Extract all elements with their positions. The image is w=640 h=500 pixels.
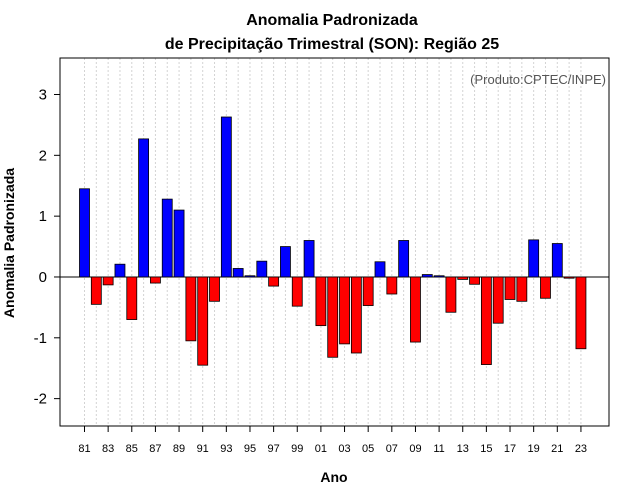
x-tick-label: 15 xyxy=(480,443,492,455)
credit-text: (Produto:CPTEC/INPE) xyxy=(470,72,606,87)
x-tick-label: 13 xyxy=(457,443,469,455)
plot-frame xyxy=(59,57,610,427)
bar-91 xyxy=(197,276,209,366)
x-tick-label: 83 xyxy=(102,443,114,455)
x-tick-label: 11 xyxy=(433,443,444,455)
x-tick-label: 97 xyxy=(267,443,279,455)
bar-86 xyxy=(138,138,150,278)
bar-19 xyxy=(528,239,540,278)
bar-12 xyxy=(445,276,457,313)
bar-97 xyxy=(268,276,280,287)
x-tick-label: 91 xyxy=(197,443,209,455)
x-tick-label: 19 xyxy=(528,443,540,455)
bar-96 xyxy=(256,260,268,278)
bar-98 xyxy=(280,246,291,278)
y-axis: -2 -1 0 1 2 3 xyxy=(34,86,60,408)
x-tick-label: 03 xyxy=(338,443,350,455)
bar-02 xyxy=(327,276,339,358)
bar-84 xyxy=(114,263,126,278)
chart-title-line1: Anomalia Padronizada xyxy=(246,12,418,29)
y-tick-label: 1 xyxy=(39,208,47,225)
bar-95 xyxy=(244,275,256,278)
y-axis-title: Anomalia Padronizada xyxy=(1,168,17,318)
bar-13 xyxy=(457,276,469,280)
bar-07 xyxy=(386,276,398,295)
x-tick-label: 99 xyxy=(291,443,303,455)
y-tick-label: 0 xyxy=(39,269,47,286)
bar-92 xyxy=(209,276,220,302)
bar-87 xyxy=(150,276,161,284)
bar-21 xyxy=(551,243,563,278)
bar-04 xyxy=(350,276,362,354)
bar-23 xyxy=(575,276,587,350)
x-tick-label: 05 xyxy=(362,443,374,455)
bar-18 xyxy=(516,276,528,302)
y-tick-label: 3 xyxy=(39,86,47,103)
bar-08 xyxy=(398,240,410,278)
bar-85 xyxy=(126,276,138,320)
bar-93 xyxy=(220,116,232,278)
x-tick-label: 17 xyxy=(504,443,516,455)
bar-88 xyxy=(161,198,173,278)
x-tick-label: 01 xyxy=(315,443,327,455)
bar-10 xyxy=(421,274,433,278)
y-tick-label: -1 xyxy=(34,330,47,347)
x-tick-label: 95 xyxy=(244,443,256,455)
x-tick-label: 87 xyxy=(149,443,161,455)
bar-01 xyxy=(315,276,327,327)
x-axis: 81 83 85 87 89 91 93 95 97 99 01 03 05 07 09 11 13 15 17 19… xyxy=(78,426,587,455)
bar-83 xyxy=(102,276,114,286)
bar-14 xyxy=(469,276,480,285)
x-axis-title: Ano xyxy=(320,469,347,485)
bar-15 xyxy=(480,276,492,365)
y-tick-label: 2 xyxy=(39,147,47,164)
y-tick-label: -2 xyxy=(34,391,47,408)
bar-94 xyxy=(232,268,244,278)
vertical-gridlines xyxy=(84,58,582,426)
bar-00 xyxy=(303,240,315,278)
bar-09 xyxy=(410,276,421,343)
chart-title-line2: de Precipitação Trimestral (SON): Região… xyxy=(165,36,499,53)
bar-03 xyxy=(339,276,350,345)
bars-group xyxy=(79,116,587,366)
bar-22 xyxy=(563,276,575,279)
x-tick-label: 07 xyxy=(386,443,398,455)
x-tick-label: 23 xyxy=(575,443,587,455)
bar-90 xyxy=(185,276,197,342)
bar-11 xyxy=(433,275,445,278)
bar-05 xyxy=(362,276,374,306)
x-tick-label: 89 xyxy=(173,443,185,455)
bar-16 xyxy=(492,276,504,324)
bar-82 xyxy=(90,276,102,305)
bar-06 xyxy=(374,261,386,278)
bar-89 xyxy=(173,209,185,278)
bar-99 xyxy=(291,276,303,307)
bar-20 xyxy=(540,276,551,299)
x-tick-label: 21 xyxy=(551,443,563,455)
bar-17 xyxy=(504,276,516,300)
x-tick-label: 09 xyxy=(409,443,421,455)
bar-81 xyxy=(79,188,90,278)
x-tick-label: 81 xyxy=(78,443,90,455)
x-tick-label: 85 xyxy=(126,443,138,455)
x-tick-label: 93 xyxy=(220,443,232,455)
